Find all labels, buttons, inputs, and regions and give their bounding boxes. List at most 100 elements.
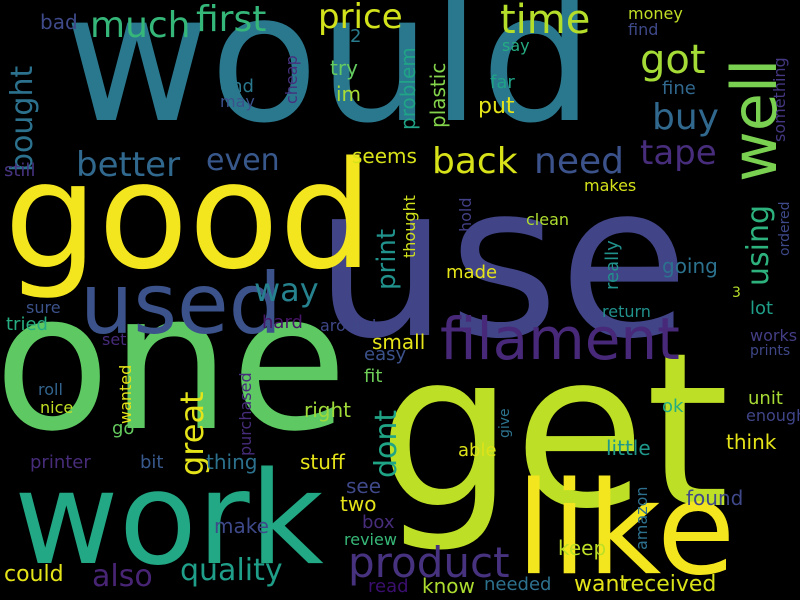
word-bit: bit bbox=[140, 452, 164, 473]
word-make: make bbox=[214, 514, 269, 538]
word-like: like bbox=[516, 455, 736, 600]
word-thing: thing bbox=[206, 450, 258, 474]
word-amazon: amazon bbox=[632, 486, 651, 550]
word-hold: hold bbox=[456, 197, 475, 232]
word-great: great bbox=[173, 391, 211, 476]
word-money: money bbox=[628, 4, 683, 23]
word-made: made bbox=[446, 262, 498, 283]
word-want: want bbox=[574, 572, 629, 597]
word-2: 2 bbox=[350, 26, 362, 47]
word-far: far bbox=[490, 72, 515, 93]
word-quality: quality bbox=[180, 553, 283, 588]
word-clean: clean bbox=[526, 210, 570, 229]
word-one: one bbox=[0, 252, 348, 473]
word-two: two bbox=[340, 492, 377, 516]
word-3: 3 bbox=[732, 285, 741, 301]
word-works: works bbox=[750, 326, 798, 345]
word-could: could bbox=[4, 562, 64, 587]
word-cheap: cheap bbox=[282, 55, 301, 104]
word-stuff: stuff bbox=[300, 450, 345, 474]
word-return: return bbox=[602, 302, 651, 321]
word-lot: lot bbox=[750, 298, 774, 319]
word-tape: tape bbox=[640, 133, 717, 173]
word-time: time bbox=[500, 0, 591, 43]
word-try: try bbox=[330, 56, 358, 80]
word-makes: makes bbox=[584, 176, 637, 195]
word-give: give bbox=[497, 408, 513, 438]
word-put: put bbox=[478, 94, 515, 119]
word-product: product bbox=[348, 538, 510, 587]
word-around: around bbox=[320, 316, 377, 335]
word-get: get bbox=[378, 307, 730, 556]
word-going: going bbox=[662, 254, 718, 278]
word-read: read bbox=[368, 576, 409, 597]
word-purchased: purchased bbox=[236, 372, 255, 456]
word-keep: keep bbox=[558, 536, 607, 560]
word-using: using bbox=[741, 204, 776, 286]
word-enough: enough bbox=[746, 406, 800, 425]
word-got: got bbox=[640, 37, 706, 83]
word-ok: ok bbox=[662, 396, 684, 417]
word-better: better bbox=[76, 145, 181, 185]
word-work: work bbox=[14, 445, 324, 594]
word-used: used bbox=[80, 255, 283, 353]
word-something: something bbox=[770, 57, 789, 142]
word-would: would bbox=[64, 0, 594, 162]
word-even: even bbox=[206, 143, 280, 178]
word-problem: problem bbox=[396, 47, 420, 130]
word-able: able bbox=[458, 440, 497, 461]
word-buy: buy bbox=[652, 97, 719, 138]
word-tried: tried bbox=[6, 314, 48, 335]
word-need: need bbox=[534, 141, 624, 182]
word-roll: roll bbox=[38, 380, 63, 399]
word-right: right bbox=[304, 398, 351, 422]
word-needed: needed bbox=[484, 574, 552, 595]
word-set: set bbox=[102, 330, 127, 349]
word-box: box bbox=[362, 512, 395, 533]
word-found: found bbox=[686, 486, 744, 510]
word-wanted: wanted bbox=[116, 364, 135, 424]
word-thought: thought bbox=[400, 195, 419, 258]
word-may: may bbox=[220, 92, 255, 111]
word-unit: unit bbox=[748, 388, 783, 409]
word-small: small bbox=[372, 330, 426, 354]
word-end: end bbox=[220, 76, 254, 97]
word-nice: nice bbox=[40, 398, 74, 417]
word-first: first bbox=[196, 0, 267, 40]
word-fit: fit bbox=[364, 366, 383, 387]
word-printer: printer bbox=[30, 452, 91, 473]
word-bought: bought bbox=[5, 65, 40, 172]
word-sure: sure bbox=[26, 298, 61, 317]
word-little: little bbox=[606, 436, 651, 460]
word-still: still bbox=[4, 160, 36, 181]
word-good: good bbox=[4, 130, 373, 302]
word-think: think bbox=[726, 430, 777, 454]
word-seems: seems bbox=[352, 144, 417, 168]
word-really: really bbox=[602, 240, 623, 290]
word-print: print bbox=[372, 228, 402, 290]
word-back: back bbox=[432, 141, 518, 182]
word-price: price bbox=[318, 0, 403, 37]
word-received: received bbox=[622, 572, 717, 597]
word-filament: filament bbox=[440, 305, 680, 373]
word-also: also bbox=[92, 559, 153, 594]
word-plastic: plastic bbox=[426, 62, 450, 128]
word-go: go bbox=[112, 418, 135, 439]
word-ordered: ordered bbox=[777, 201, 793, 256]
word-know: know bbox=[422, 574, 475, 598]
word-easy: easy bbox=[364, 344, 407, 365]
word-bad: bad bbox=[40, 10, 78, 34]
word-prints: prints bbox=[750, 343, 791, 359]
word-find: find bbox=[628, 20, 659, 39]
word-see: see bbox=[346, 474, 382, 498]
word-much: much bbox=[90, 5, 191, 46]
word-fine: fine bbox=[662, 78, 696, 99]
word-dont: dont bbox=[369, 409, 404, 478]
word-say: say bbox=[502, 36, 530, 55]
word-im: im bbox=[336, 82, 362, 106]
word-hard: hard bbox=[262, 312, 303, 333]
word-review: review bbox=[344, 530, 397, 549]
word-way: way bbox=[254, 271, 319, 309]
word-use: use bbox=[314, 138, 690, 385]
